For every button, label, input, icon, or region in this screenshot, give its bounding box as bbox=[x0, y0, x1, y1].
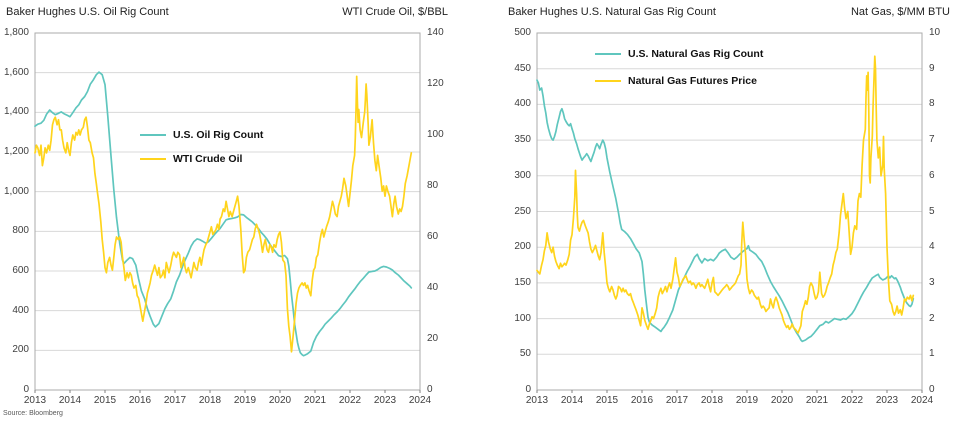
legend-line-swatch bbox=[595, 80, 621, 82]
legend-label: U.S. Natural Gas Rig Count bbox=[628, 47, 764, 60]
legend-line-swatch bbox=[140, 158, 166, 160]
plot-border bbox=[34, 32, 421, 391]
series-line bbox=[536, 79, 915, 343]
chart2-header: Baker Hughes U.S. Natural Gas Rig Count … bbox=[508, 6, 950, 18]
plot-border bbox=[536, 32, 923, 391]
series-line bbox=[536, 55, 915, 334]
legend-item: WTI Crude Oil bbox=[140, 153, 263, 165]
chart2-right-axis-title: Nat Gas, $/MM BTU bbox=[850, 6, 950, 18]
legend-label: Natural Gas Futures Price bbox=[628, 74, 757, 87]
legend-item: Natural Gas Futures Price bbox=[595, 75, 763, 87]
chart1-right-axis-title: WTI Crude Oil, $/BBL bbox=[342, 6, 448, 18]
chart-1 bbox=[34, 32, 421, 393]
chart-2 bbox=[536, 32, 923, 393]
chart2-legend: U.S. Natural Gas Rig Count Natural Gas F… bbox=[595, 48, 763, 102]
chart2-title: Baker Hughes U.S. Natural Gas Rig Count bbox=[508, 6, 716, 18]
legend-line-swatch bbox=[595, 53, 621, 55]
series-line bbox=[34, 75, 413, 353]
chart1-legend: U.S. Oil Rig Count WTI Crude Oil bbox=[140, 129, 263, 177]
chart1-title: Baker Hughes U.S. Oil Rig Count bbox=[6, 6, 169, 18]
chart1-header: Baker Hughes U.S. Oil Rig Count WTI Crud… bbox=[6, 6, 448, 18]
legend-label: U.S. Oil Rig Count bbox=[173, 128, 264, 141]
series-line bbox=[34, 71, 413, 357]
legend-line-swatch bbox=[140, 134, 166, 136]
legend-label: WTI Crude Oil bbox=[173, 152, 243, 165]
legend-item: U.S. Natural Gas Rig Count bbox=[595, 48, 763, 60]
legend-item: U.S. Oil Rig Count bbox=[140, 129, 263, 141]
source-note: Source: Bloomberg bbox=[3, 410, 63, 417]
